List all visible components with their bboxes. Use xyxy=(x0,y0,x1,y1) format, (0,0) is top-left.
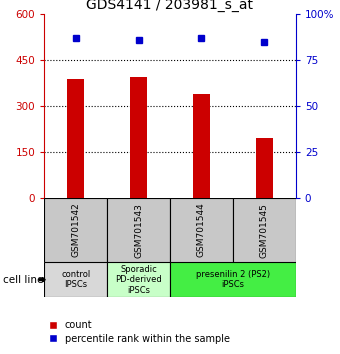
Bar xyxy=(107,198,170,262)
Text: control
IPSCs: control IPSCs xyxy=(61,270,90,289)
Bar xyxy=(107,262,170,297)
Text: Sporadic
PD-derived
iPSCs: Sporadic PD-derived iPSCs xyxy=(115,265,162,295)
Bar xyxy=(170,198,233,262)
Bar xyxy=(44,198,107,262)
Legend: count, percentile rank within the sample: count, percentile rank within the sample xyxy=(49,320,230,344)
Text: GSM701544: GSM701544 xyxy=(197,203,206,257)
Bar xyxy=(44,262,107,297)
Bar xyxy=(130,77,147,198)
Bar xyxy=(193,94,210,198)
Bar xyxy=(67,79,84,198)
Text: cell line: cell line xyxy=(3,275,44,285)
Text: presenilin 2 (PS2)
iPSCs: presenilin 2 (PS2) iPSCs xyxy=(196,270,270,289)
Title: GDS4141 / 203981_s_at: GDS4141 / 203981_s_at xyxy=(86,0,254,12)
Text: GSM701545: GSM701545 xyxy=(260,202,269,258)
Bar xyxy=(233,198,296,262)
Bar xyxy=(256,138,273,198)
Text: GSM701542: GSM701542 xyxy=(71,203,80,257)
Bar xyxy=(170,262,296,297)
Text: GSM701543: GSM701543 xyxy=(134,202,143,258)
